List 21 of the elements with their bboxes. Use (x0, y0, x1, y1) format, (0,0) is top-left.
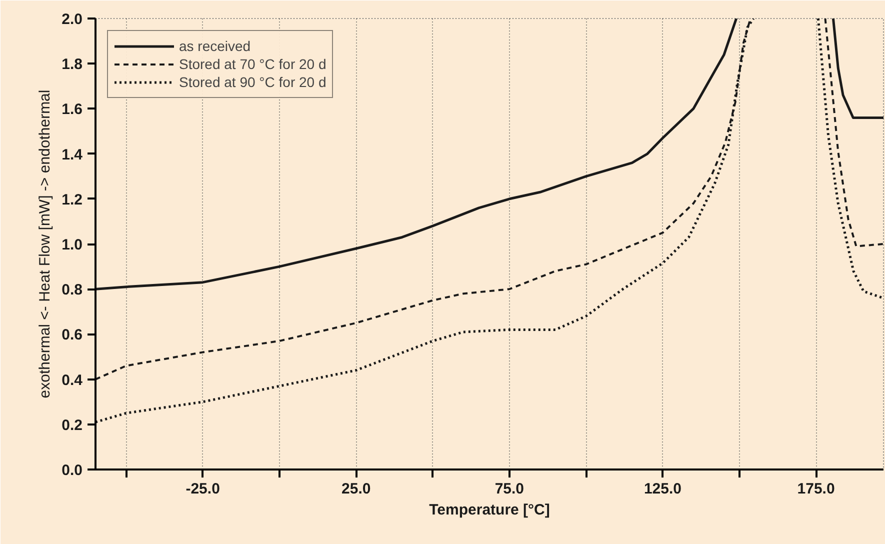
legend-label: Stored at 70 °C for 20 d (179, 55, 326, 73)
legend-label: Stored at 90 °C for 20 d (179, 73, 326, 91)
y-tick-label: 0.2 (62, 416, 83, 434)
y-tick-label: 2.0 (62, 11, 83, 28)
y-tick-label: 1.2 (62, 191, 83, 208)
y-tick-label: 1.4 (62, 146, 84, 164)
x-axis-title: Temperature [°C] (429, 502, 550, 518)
y-tick-label: 1.6 (62, 101, 83, 118)
legend-label: as received (179, 37, 251, 55)
y-tick-label: 1.8 (62, 56, 83, 74)
y-tick-label: 1.0 (62, 236, 83, 254)
x-tick-label: -25.0 (186, 480, 220, 498)
y-tick-label: 0.8 (62, 282, 83, 299)
y-tick-label: 0.6 (62, 326, 83, 344)
y-tick-label: 0.0 (62, 462, 83, 479)
y-tick-label: 0.4 (62, 372, 84, 389)
x-tick-label: 175.0 (797, 480, 835, 498)
y-axis-title: exothermal <- Heat Flow [mW] -> endothermal (36, 90, 54, 398)
x-tick-label: 125.0 (644, 480, 682, 498)
x-tick-label: 25.0 (342, 480, 371, 498)
x-tick-label: 75.0 (494, 480, 524, 498)
